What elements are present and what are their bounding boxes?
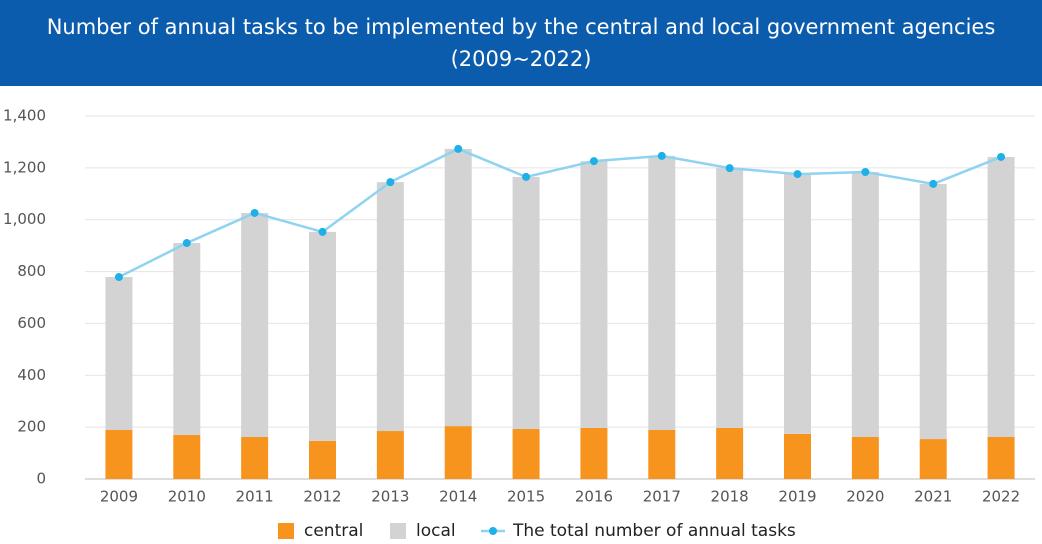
bar [512,428,540,479]
line-marker [114,273,123,282]
x-tick-label: 2016 [575,488,613,506]
bar [716,427,744,479]
legend-label: The total number of annual tasks [512,521,796,540]
bar [648,155,676,430]
x-tick-label: 2009 [100,488,138,506]
line-marker [182,239,191,248]
y-tick-label: 0 [36,470,46,488]
bar [309,440,336,479]
y-tick-label: 200 [17,418,46,436]
legend-label: central [304,521,363,540]
line-marker [997,152,1006,161]
y-tick-label: 600 [17,314,46,332]
x-tick-label: 2013 [371,488,409,506]
bar [376,182,404,432]
bar [784,433,811,479]
bar [580,427,608,479]
x-tick-label: 2011 [236,488,274,506]
bar [851,172,879,437]
bar [173,434,201,479]
y-tick-label: 400 [17,366,46,384]
line [118,147,1002,279]
x-tick-label: 2021 [914,488,952,506]
line-marker [793,170,802,179]
bar [580,161,608,428]
legend-swatch [489,527,497,535]
bar [105,277,133,430]
bar [105,429,133,479]
bar [987,156,1015,437]
bar [512,176,540,429]
x-tick-label: 2020 [846,488,884,506]
bar [444,426,472,479]
bar [919,439,947,479]
bar [716,168,744,428]
legend-swatch [390,523,406,539]
legend-swatch [278,523,294,539]
y-tick-label: 1,200 [3,158,46,176]
y-tick-label: 1,400 [3,107,46,125]
line-marker [386,178,395,187]
y-tick-label: 800 [17,262,46,280]
line-marker [657,151,666,160]
x-tick-label: 2014 [439,488,477,506]
line-marker [861,168,870,177]
bar [309,231,336,441]
line-marker [454,144,463,153]
bar [444,148,472,427]
bar [987,436,1015,479]
line-marker [522,172,531,181]
x-tick-label: 2012 [303,488,341,506]
y-tick-label: 1,000 [3,210,46,228]
line-marker [589,157,598,166]
bar [241,436,269,479]
bar [919,183,947,440]
bar [851,436,879,479]
chart-title: Number of annual tasks to be implemented… [0,0,1042,86]
bar [241,212,269,437]
bar [648,429,676,479]
x-tick-label: 2015 [507,488,545,506]
x-tick-label: 2022 [982,488,1020,506]
x-tick-label: 2019 [778,488,816,506]
line-marker [318,227,327,236]
line-marker [929,179,938,188]
bar [784,174,811,434]
bar [376,431,404,479]
x-tick-label: 2010 [168,488,206,506]
x-tick-label: 2017 [643,488,681,506]
x-tick-label: 2018 [711,488,749,506]
chart: 0 200 400 600 800 1,000 1,200 1,400 2009 2010 2011… [3,107,1035,541]
line-marker [725,164,734,173]
line-marker [250,208,259,217]
bar [173,243,201,435]
legend-label: local [416,521,456,540]
